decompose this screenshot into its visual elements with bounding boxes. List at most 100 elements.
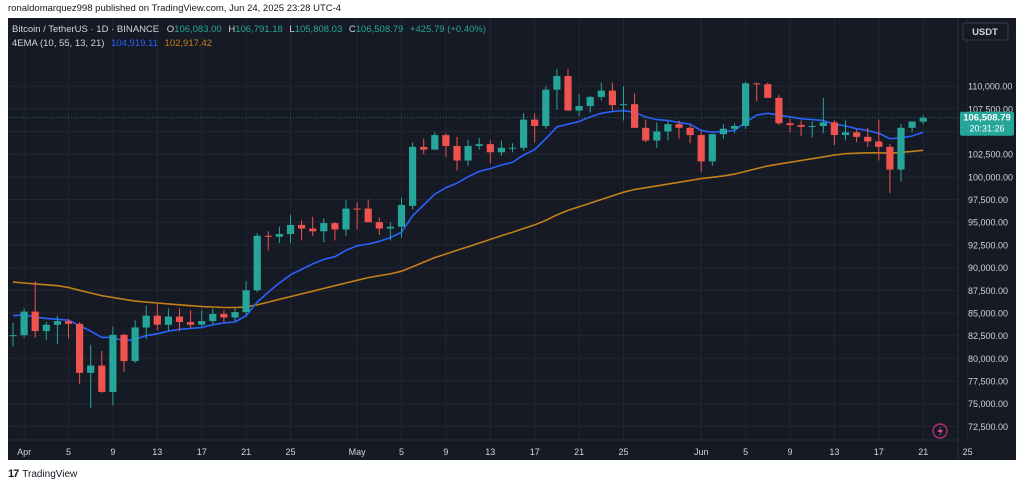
candle-body[interactable] bbox=[187, 322, 195, 325]
candle-body[interactable] bbox=[286, 224, 295, 234]
candle-body[interactable] bbox=[919, 117, 927, 122]
candle-body[interactable] bbox=[908, 121, 916, 128]
candle-body[interactable] bbox=[342, 208, 350, 230]
symbol-legend[interactable]: Bitcoin / TetherUS · 1D · BINANCE O106,0… bbox=[12, 24, 486, 35]
candle-body[interactable] bbox=[198, 321, 206, 325]
candle-body[interactable] bbox=[808, 125, 816, 127]
candle-body[interactable] bbox=[675, 124, 683, 128]
time-axis[interactable]: Apr 5 9 13 17 21 25 May 5 9 13 17 21 25 Jun 5 9 13 17 21 25 bbox=[17, 447, 973, 457]
candle-body[interactable] bbox=[653, 131, 661, 141]
candle-body[interactable] bbox=[497, 147, 505, 153]
candle-body[interactable] bbox=[331, 223, 339, 230]
lightning-icon[interactable] bbox=[932, 423, 948, 439]
candle-body[interactable] bbox=[608, 90, 616, 106]
candle-body[interactable] bbox=[508, 147, 517, 149]
candle-body[interactable] bbox=[175, 316, 184, 323]
candle-body[interactable] bbox=[686, 127, 694, 136]
candle-body[interactable] bbox=[220, 313, 228, 318]
candle-body[interactable] bbox=[320, 223, 328, 232]
candle-body[interactable] bbox=[575, 106, 583, 111]
candle-body[interactable] bbox=[664, 124, 672, 132]
publish-author[interactable]: ronaldomarquez998 bbox=[8, 3, 93, 14]
candle-body[interactable] bbox=[98, 365, 106, 392]
candle-body[interactable] bbox=[209, 313, 217, 322]
candle-body[interactable] bbox=[464, 145, 472, 161]
price-tick-label: 110,000.00 bbox=[968, 82, 1012, 92]
candle-body[interactable] bbox=[853, 132, 861, 137]
candle-body[interactable] bbox=[309, 228, 317, 232]
candle-body[interactable] bbox=[597, 90, 605, 97]
price-chart[interactable]: 72,500.00 75,000.00 77,500.00 80,000.00 82,5… bbox=[8, 18, 1016, 460]
candle-body[interactable] bbox=[786, 123, 794, 126]
candle-body[interactable] bbox=[719, 128, 727, 135]
chart-frame[interactable]: 72,500.00 75,000.00 77,500.00 80,000.00 82,5… bbox=[8, 18, 1016, 460]
candle-body[interactable] bbox=[642, 127, 650, 141]
candle-body[interactable] bbox=[586, 96, 594, 107]
candle-body[interactable] bbox=[619, 104, 628, 106]
candle-body[interactable] bbox=[742, 83, 750, 126]
candle-body[interactable] bbox=[542, 89, 550, 126]
candle-body[interactable] bbox=[375, 222, 383, 229]
candle-body[interactable] bbox=[164, 316, 172, 325]
candle-body[interactable] bbox=[520, 119, 528, 148]
candle-body[interactable] bbox=[253, 235, 261, 291]
candle-body[interactable] bbox=[764, 84, 772, 98]
candle-body[interactable] bbox=[753, 83, 761, 85]
candle-body[interactable] bbox=[386, 226, 394, 229]
candle-body[interactable] bbox=[775, 97, 783, 124]
candle-body[interactable] bbox=[153, 315, 161, 325]
candle-body[interactable] bbox=[64, 321, 73, 324]
candle-body[interactable] bbox=[409, 146, 417, 206]
candle-body[interactable] bbox=[120, 334, 128, 362]
candle-body[interactable] bbox=[131, 327, 139, 362]
candle-body[interactable] bbox=[242, 290, 250, 313]
candle-body[interactable] bbox=[231, 312, 239, 318]
candle-body[interactable] bbox=[864, 136, 872, 142]
candle-body[interactable] bbox=[31, 311, 39, 332]
candle-body[interactable] bbox=[841, 132, 850, 136]
candle-body[interactable] bbox=[298, 224, 306, 229]
candle-body[interactable] bbox=[475, 144, 483, 146]
candle-body[interactable] bbox=[353, 208, 361, 210]
candle-body[interactable] bbox=[420, 146, 428, 150]
currency-button[interactable]: USDT bbox=[972, 27, 998, 38]
candle-body[interactable] bbox=[486, 144, 494, 153]
candle-body[interactable] bbox=[875, 141, 883, 147]
candle-body[interactable] bbox=[531, 119, 539, 126]
candle-body[interactable] bbox=[697, 135, 705, 162]
indicator-legend[interactable]: 4EMA (10, 55, 13, 21) 104,919.11 102,917… bbox=[12, 38, 212, 49]
candle-body[interactable] bbox=[87, 365, 95, 373]
candle-body[interactable] bbox=[442, 135, 450, 146]
candle-body[interactable] bbox=[275, 233, 283, 237]
candle-body[interactable] bbox=[553, 76, 561, 90]
candle-body[interactable] bbox=[797, 125, 805, 127]
candle-body[interactable] bbox=[730, 125, 739, 129]
candle-body[interactable] bbox=[397, 204, 406, 227]
time-tick-label: 21 bbox=[918, 447, 928, 457]
candle-body[interactable] bbox=[886, 146, 894, 170]
candle-body[interactable] bbox=[453, 145, 461, 161]
price-axis[interactable]: 72,500.00 75,000.00 77,500.00 80,000.00 82,5… bbox=[968, 82, 1013, 432]
candle-body[interactable] bbox=[20, 311, 28, 336]
candle-body[interactable] bbox=[264, 235, 272, 237]
candle-body[interactable] bbox=[708, 134, 716, 162]
time-tick-label: 9 bbox=[443, 447, 448, 457]
candle-body[interactable] bbox=[9, 335, 17, 337]
candle-body[interactable] bbox=[109, 334, 117, 392]
candle-body[interactable] bbox=[42, 324, 50, 332]
footer-brand[interactable]: 17 TradingView bbox=[8, 468, 77, 480]
candle-body[interactable] bbox=[76, 323, 84, 373]
candle-body[interactable] bbox=[819, 122, 827, 126]
candle-body[interactable] bbox=[53, 321, 61, 325]
ema-fast-layer bbox=[12, 109, 924, 342]
candle-body[interactable] bbox=[564, 76, 572, 111]
candle-body[interactable] bbox=[142, 315, 150, 328]
candle-body[interactable] bbox=[631, 104, 639, 128]
candle-body[interactable] bbox=[431, 135, 439, 150]
candle-body[interactable] bbox=[364, 208, 372, 223]
open-label: O bbox=[167, 24, 174, 35]
price-tick-label: 85,000.00 bbox=[968, 308, 1008, 318]
candle-body[interactable] bbox=[830, 122, 838, 136]
brand-name: TradingView bbox=[22, 468, 78, 480]
candle-body[interactable] bbox=[897, 127, 905, 170]
